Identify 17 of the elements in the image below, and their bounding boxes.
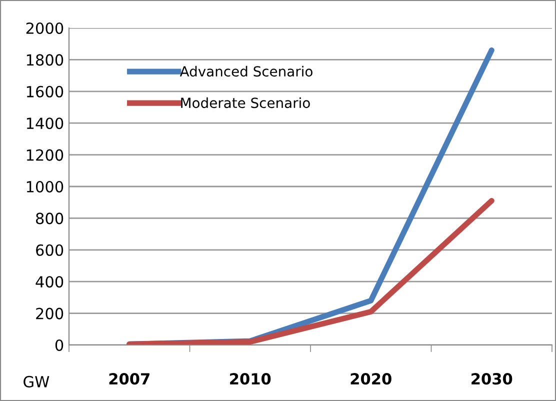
y-tick-label: 1600 <box>26 86 64 98</box>
y-tick-label: 1000 <box>26 180 64 193</box>
x-tick-label: 2020 <box>350 373 392 385</box>
y-tick-label: 1400 <box>26 118 64 130</box>
y-axis-title: GW <box>24 376 50 388</box>
y-tick-label: 600 <box>36 244 64 256</box>
legend-label: Moderate Scenario <box>181 97 310 108</box>
y-tick-label: 400 <box>36 276 64 288</box>
x-tick-label: 2010 <box>230 373 271 385</box>
x-tick-label: 2007 <box>109 373 150 385</box>
y-tick-label: 800 <box>36 212 64 224</box>
x-tick-label: 2030 <box>472 373 512 385</box>
y-tick-label: 200 <box>36 308 64 320</box>
y-tick-label: 1800 <box>26 54 64 66</box>
y-tick-label: 2000 <box>26 22 64 34</box>
y-tick-label: 0 <box>55 339 64 352</box>
y-tick-label: 1200 <box>26 149 64 161</box>
